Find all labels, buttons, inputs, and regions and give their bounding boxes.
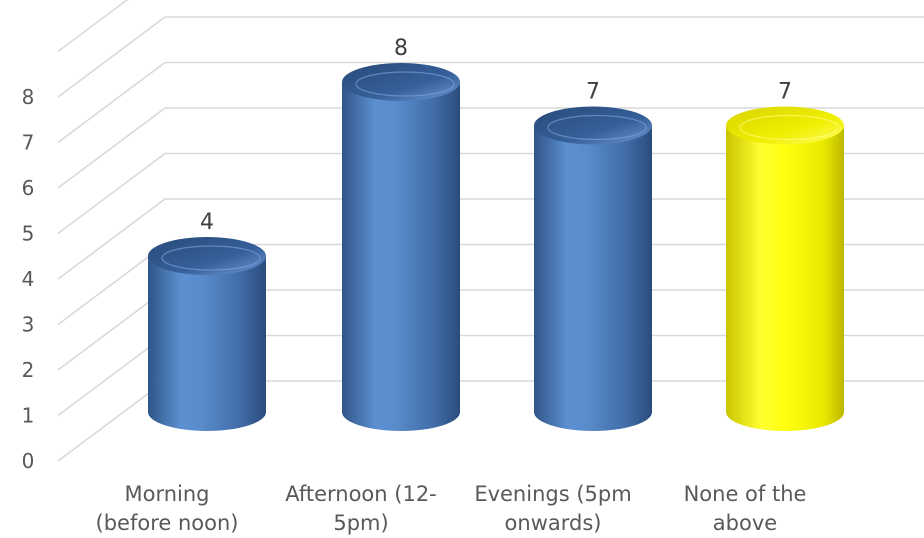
bar <box>726 125 844 431</box>
y-axis-ticks: 0 1 2 3 4 5 6 7 8 <box>22 85 35 473</box>
x-tick-label: Evenings (5pm <box>474 482 631 506</box>
y-tick-label: 3 <box>22 313 35 337</box>
x-tick-label: (before noon) <box>96 511 239 535</box>
x-tick-label: Afternoon (12- <box>285 482 437 506</box>
x-tick-label: 5pm) <box>333 511 388 535</box>
bar <box>534 125 652 431</box>
gridline-side <box>57 0 129 53</box>
y-tick-label: 1 <box>22 404 35 428</box>
gridline-side <box>57 334 166 417</box>
x-axis-labels: Morning (before noon) Afternoon (12- 5pm) Ev… <box>96 482 807 535</box>
bar-top-rim <box>355 71 455 97</box>
y-tick-label: 5 <box>22 222 35 246</box>
gridline-side <box>57 107 166 189</box>
bar-top-rim <box>547 114 647 141</box>
gridline-side <box>57 289 166 371</box>
bar <box>342 82 460 431</box>
data-label: 8 <box>394 36 408 61</box>
data-label: 7 <box>586 80 600 105</box>
bar-top-rim <box>739 114 839 141</box>
bar-top <box>148 237 266 275</box>
bar-top <box>726 106 844 145</box>
bar-top-rim <box>161 245 261 271</box>
data-labels: 4 8 7 7 <box>200 36 792 235</box>
data-label: 4 <box>200 210 214 235</box>
y-tick-label: 2 <box>22 358 35 382</box>
y-tick-label: 6 <box>22 176 35 200</box>
bar-top <box>342 63 460 101</box>
y-tick-label: 8 <box>22 85 35 109</box>
gridline-side <box>57 243 166 326</box>
gridline-side <box>57 152 166 235</box>
bar <box>148 256 266 431</box>
x-tick-label: above <box>713 511 777 535</box>
bar-top <box>534 106 652 145</box>
gridline-side <box>57 198 166 280</box>
y-tick-label: 4 <box>22 267 35 291</box>
gridline-side <box>57 61 166 144</box>
gridline-side <box>57 380 166 462</box>
x-tick-label: onwards) <box>505 511 602 535</box>
x-tick-label: None of the <box>684 482 807 506</box>
y-tick-label: 0 <box>22 449 35 473</box>
data-label: 7 <box>778 80 792 105</box>
gridline-side <box>57 16 166 98</box>
y-tick-label: 7 <box>22 131 35 155</box>
x-tick-label: Morning <box>124 482 209 506</box>
bars <box>148 63 844 431</box>
